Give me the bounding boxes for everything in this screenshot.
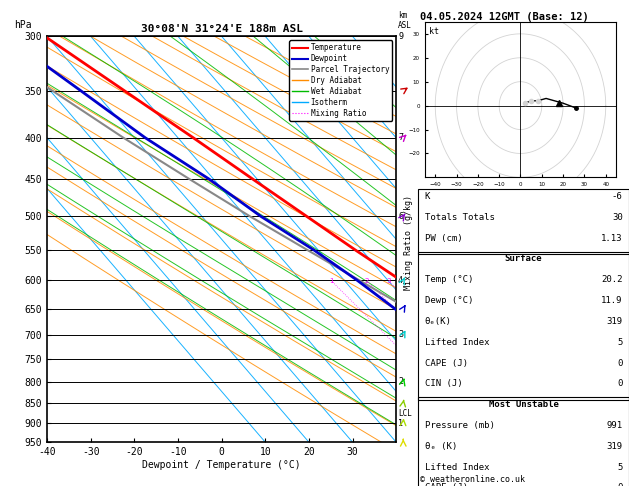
Text: 6: 6 (398, 212, 403, 221)
Text: 3: 3 (398, 330, 403, 339)
Text: hPa: hPa (14, 20, 31, 30)
Text: Most Unstable: Most Unstable (489, 400, 559, 409)
Text: Totals Totals: Totals Totals (425, 213, 494, 222)
Bar (418, 252, 629, 400)
Text: 11.9: 11.9 (601, 296, 623, 305)
Text: Pressure (mb): Pressure (mb) (425, 421, 494, 430)
Text: Temp (°C): Temp (°C) (425, 275, 473, 284)
Text: 4: 4 (398, 276, 403, 285)
Text: -6: -6 (612, 192, 623, 201)
Text: Dewp (°C): Dewp (°C) (425, 296, 473, 305)
Text: 1: 1 (329, 278, 333, 284)
Text: 04.05.2024 12GMT (Base: 12): 04.05.2024 12GMT (Base: 12) (420, 12, 589, 22)
Text: 1: 1 (398, 419, 403, 428)
Text: 2: 2 (364, 278, 369, 284)
Text: km
ASL: km ASL (398, 11, 412, 30)
Title: 30°08'N 31°24'E 188m ASL: 30°08'N 31°24'E 188m ASL (141, 24, 303, 35)
Text: 0: 0 (617, 380, 623, 388)
Text: 3: 3 (386, 278, 391, 284)
Bar (418, 189, 629, 255)
Text: K: K (425, 192, 430, 201)
Text: LCL: LCL (398, 409, 412, 418)
Text: 7: 7 (398, 133, 403, 142)
Text: Surface: Surface (505, 255, 542, 263)
Text: 319: 319 (606, 317, 623, 326)
X-axis label: Dewpoint / Temperature (°C): Dewpoint / Temperature (°C) (142, 460, 301, 470)
Text: 5: 5 (617, 463, 623, 471)
Text: 5: 5 (617, 338, 623, 347)
Text: © weatheronline.co.uk: © weatheronline.co.uk (420, 474, 525, 484)
Text: 20.2: 20.2 (601, 275, 623, 284)
Text: 30: 30 (612, 213, 623, 222)
Text: 9: 9 (398, 32, 403, 41)
Text: 991: 991 (606, 421, 623, 430)
Text: CAPE (J): CAPE (J) (425, 359, 467, 367)
Text: CIN (J): CIN (J) (425, 380, 462, 388)
Text: θₑ (K): θₑ (K) (425, 442, 457, 451)
Text: 0: 0 (617, 359, 623, 367)
Text: kt: kt (429, 27, 439, 36)
Text: Mixing Ratio (g/kg): Mixing Ratio (g/kg) (404, 195, 413, 291)
Text: 0: 0 (617, 484, 623, 486)
Bar (418, 397, 629, 486)
Text: CAPE (J): CAPE (J) (425, 484, 467, 486)
Text: 319: 319 (606, 442, 623, 451)
Text: Lifted Index: Lifted Index (425, 463, 489, 471)
Text: 1.13: 1.13 (601, 234, 623, 243)
Text: 2: 2 (398, 377, 403, 386)
Legend: Temperature, Dewpoint, Parcel Trajectory, Dry Adiabat, Wet Adiabat, Isotherm, Mi: Temperature, Dewpoint, Parcel Trajectory… (289, 40, 392, 121)
Text: θₑ(K): θₑ(K) (425, 317, 452, 326)
Text: PW (cm): PW (cm) (425, 234, 462, 243)
Text: Lifted Index: Lifted Index (425, 338, 489, 347)
